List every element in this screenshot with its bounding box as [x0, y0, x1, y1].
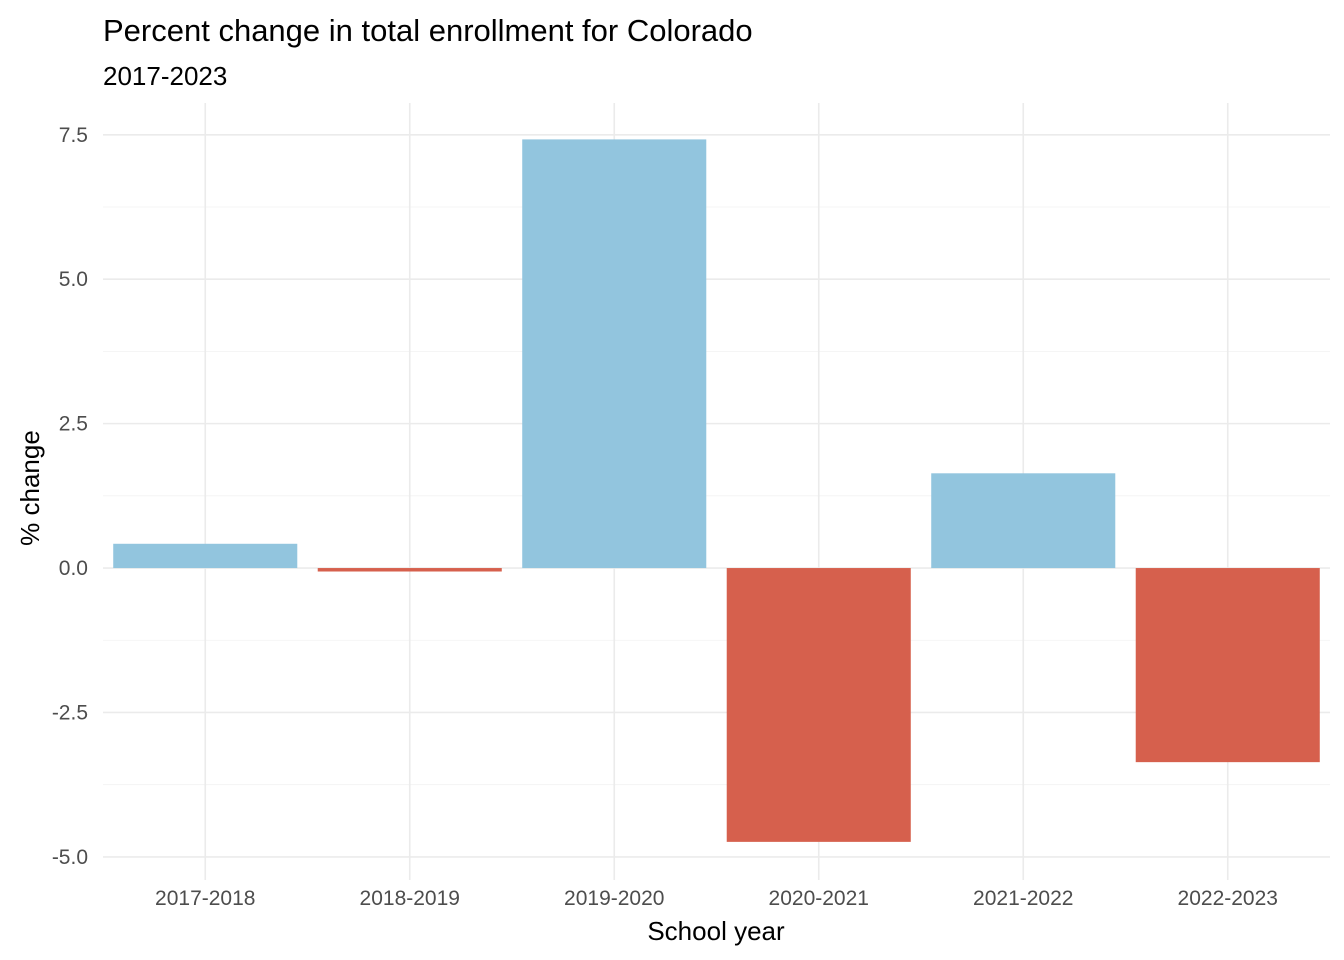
y-tick-label: 2.5: [59, 413, 88, 436]
bar-2019-2020: [522, 139, 707, 569]
x-tick-label: 2021-2022: [973, 887, 1073, 910]
x-tick-label: 2017-2018: [155, 887, 255, 910]
bar-2022-2023: [1135, 568, 1320, 763]
bars: [113, 139, 1320, 842]
chart-title: Percent change in total enrollment for C…: [103, 13, 753, 48]
x-tick-label: 2018-2019: [360, 887, 460, 910]
x-tick-label: 2020-2021: [769, 887, 869, 910]
y-tick-label: 0.0: [59, 557, 88, 580]
chart-subtitle: 2017-2023: [103, 61, 227, 91]
x-tick-label: 2019-2020: [564, 887, 664, 910]
y-tick-label: -5.0: [52, 846, 88, 869]
y-tick-label: -2.5: [52, 701, 88, 724]
bar-2020-2021: [726, 568, 911, 842]
x-axis-title: School year: [647, 916, 785, 946]
bar-2017-2018: [113, 543, 298, 569]
y-tick-label: 7.5: [59, 124, 88, 147]
x-tick-label: 2022-2023: [1178, 887, 1278, 910]
y-axis-ticks: 7.5 5.0 2.5 0.0 -2.5 -5.0: [52, 124, 88, 869]
y-axis-title: % change: [15, 430, 45, 546]
bar-2018-2019: [317, 568, 502, 572]
x-axis-ticks: 2017-2018 2018-2019 2019-2020 2020-2021 2021…: [155, 887, 1278, 910]
bar-2021-2022: [931, 473, 1116, 569]
y-tick-label: 5.0: [59, 268, 88, 291]
